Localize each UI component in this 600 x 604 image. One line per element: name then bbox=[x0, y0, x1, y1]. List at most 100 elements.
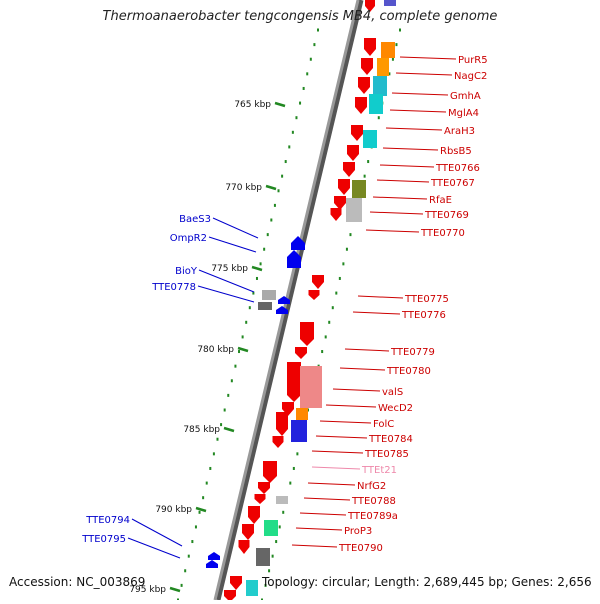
right-leader-line bbox=[307, 482, 356, 486]
gene-arrow bbox=[248, 506, 260, 524]
right-leader-line bbox=[376, 179, 430, 183]
tick-dot bbox=[275, 540, 278, 544]
gene-box bbox=[262, 290, 276, 300]
ruler-tick bbox=[251, 265, 263, 272]
gene-arrow bbox=[287, 362, 301, 402]
right-gene-label: NrfG2 bbox=[357, 481, 386, 492]
right-gene-label: FolC bbox=[373, 419, 394, 430]
left-labels: BaeS3 OmpR2 BioY TTE0778 TTE0794 TTE0795 bbox=[81, 214, 211, 545]
gene-arrow bbox=[338, 179, 350, 195]
left-leader-line bbox=[127, 537, 181, 559]
tick-dot bbox=[209, 466, 212, 470]
gene-arrow bbox=[258, 482, 270, 494]
gene-box bbox=[377, 58, 389, 76]
ruler-label: 795 kbp bbox=[129, 585, 166, 595]
tick-dot bbox=[296, 452, 299, 456]
right-gene-label: TTE0788 bbox=[351, 496, 396, 507]
right-leader-line bbox=[385, 127, 443, 131]
map-title: Thermoanaerobacter tengcongensis MB4, co… bbox=[102, 9, 498, 24]
tick-dot bbox=[223, 408, 226, 412]
right-leader-line bbox=[379, 164, 435, 168]
right-gene-label: AraH3 bbox=[444, 126, 475, 137]
tick-dot bbox=[241, 335, 244, 339]
gene-box bbox=[352, 180, 366, 198]
tick-dot bbox=[299, 101, 302, 105]
tick-dot bbox=[184, 569, 187, 573]
accession-text: Accession: NC_003869 bbox=[9, 575, 146, 589]
gene-features bbox=[206, 0, 396, 602]
tick-dot bbox=[255, 276, 258, 280]
tick-dot bbox=[180, 583, 183, 587]
right-leader-line bbox=[311, 466, 361, 470]
gene-arrow bbox=[355, 97, 367, 114]
tick-dot bbox=[388, 72, 391, 76]
gene-arrow bbox=[276, 306, 288, 314]
tick-dot bbox=[234, 364, 237, 368]
tick-dot bbox=[245, 320, 248, 324]
tick-dot bbox=[252, 291, 255, 295]
ruler-label: 765 kbp bbox=[234, 100, 271, 110]
right-gene-label: TTE0780 bbox=[386, 366, 431, 377]
right-gene-label: valS bbox=[382, 387, 403, 398]
tick-dot bbox=[227, 393, 230, 397]
tick-dot bbox=[282, 510, 285, 514]
right-gene-label: TTE0767 bbox=[430, 178, 475, 189]
gene-arrow bbox=[208, 552, 220, 560]
gene-box bbox=[246, 580, 258, 596]
tick-dot bbox=[277, 189, 280, 193]
tick-dot bbox=[220, 423, 223, 427]
right-leader-line bbox=[303, 497, 351, 501]
right-leader-line bbox=[382, 147, 439, 151]
right-leader-line bbox=[369, 211, 424, 215]
ruler-label: 775 kbp bbox=[211, 264, 248, 274]
gene-box bbox=[296, 408, 308, 420]
gene-arrow bbox=[343, 162, 355, 177]
topology-text: Topology: circular; Length: 2,689,445 bp… bbox=[262, 575, 592, 589]
tick-dot bbox=[273, 203, 276, 207]
ruler-label: 770 kbp bbox=[225, 183, 262, 193]
right-gene-label: TTE0775 bbox=[404, 294, 449, 305]
right-leader-line bbox=[291, 544, 338, 548]
tick-dot bbox=[198, 510, 201, 514]
tick-dot bbox=[263, 247, 266, 251]
ruler-tick bbox=[195, 506, 207, 513]
right-leader-line bbox=[295, 527, 343, 531]
right-leader-line bbox=[352, 311, 401, 315]
left-gene-label: TTE0794 bbox=[85, 515, 130, 526]
gene-arrow bbox=[230, 576, 242, 590]
left-gene-label: BaeS3 bbox=[179, 214, 211, 225]
right-leader-line bbox=[372, 196, 428, 200]
gene-arrow bbox=[365, 0, 375, 12]
left-gene-label: BioY bbox=[175, 266, 198, 277]
gene-arrow bbox=[364, 38, 376, 56]
right-gene-label: TTE0779 bbox=[390, 347, 435, 358]
right-leader-line bbox=[389, 109, 447, 113]
right-gene-label: PurR5 bbox=[458, 55, 488, 66]
tick-dot bbox=[309, 57, 312, 61]
right-gene-label: TTE0769 bbox=[424, 210, 469, 221]
gene-arrow bbox=[351, 125, 363, 141]
ruler-tick bbox=[223, 426, 235, 433]
gene-arrow bbox=[287, 250, 301, 268]
tick-dot bbox=[313, 43, 316, 47]
right-gene-label: RfaE bbox=[429, 195, 452, 206]
right-gene-label: TTE0784 bbox=[368, 434, 413, 445]
tick-dot bbox=[284, 160, 287, 164]
right-leader-line bbox=[315, 435, 368, 439]
gene-arrow bbox=[347, 145, 359, 161]
gene-box bbox=[264, 520, 278, 536]
ruler-tick bbox=[169, 586, 181, 593]
right-leader-line bbox=[365, 229, 420, 233]
right-gene-label: NagC2 bbox=[454, 71, 487, 82]
gene-box bbox=[381, 42, 395, 58]
right-leader-line bbox=[399, 56, 457, 60]
right-leader-line bbox=[299, 512, 347, 516]
tick-dot bbox=[205, 481, 208, 485]
tick-dot bbox=[377, 116, 380, 120]
gene-box bbox=[276, 496, 288, 504]
tick-dot bbox=[395, 43, 398, 47]
right-labels: PurR5 NagC2 GmhA MglA4 AraH3 RbsB5 TTE0766 TTE0… bbox=[338, 55, 488, 554]
right-leader-line bbox=[395, 72, 453, 76]
gene-arrow bbox=[224, 590, 236, 602]
